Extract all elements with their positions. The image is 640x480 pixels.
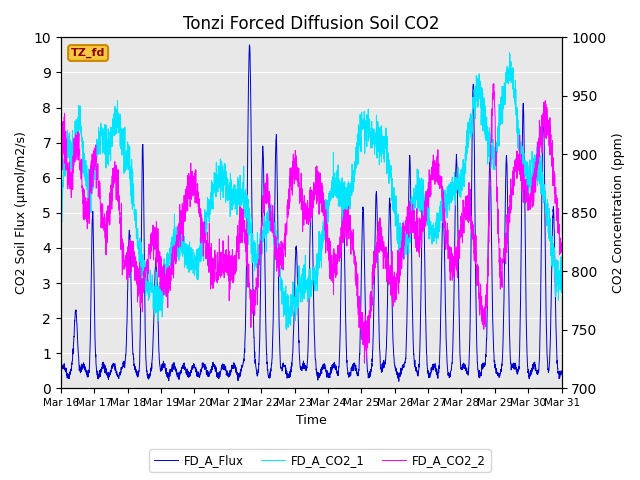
FD_A_CO2_1 [57, 218, 65, 224]
FD_A_Flux [395, 378, 403, 384]
FD_A_CO2_2 [271, 240, 278, 245]
FD_A_CO2_2 [360, 360, 368, 366]
FD_A_CO2_1 [494, 139, 502, 145]
Legend: FD_A_Flux, FD_A_CO2_1, FD_A_CO2_2: FD_A_Flux, FD_A_CO2_1, FD_A_CO2_2 [149, 449, 491, 472]
FD_A_Flux [271, 201, 278, 207]
Y-axis label: CO2 Soil Flux (μmol/m2/s): CO2 Soil Flux (μmol/m2/s) [15, 132, 28, 294]
FD_A_CO2_2 [490, 81, 498, 86]
FD_A_CO2_2 [249, 305, 257, 311]
FD_A_CO2_1 [114, 120, 122, 125]
FD_A_Flux [57, 367, 65, 373]
FD_A_CO2_1 [283, 327, 291, 333]
FD_A_CO2_2 [557, 240, 565, 246]
FD_A_Flux [114, 372, 122, 378]
X-axis label: Time: Time [296, 414, 326, 427]
Line: FD_A_CO2_2: FD_A_CO2_2 [61, 84, 561, 363]
FD_A_CO2_2 [114, 199, 122, 204]
FD_A_CO2_1 [557, 272, 565, 277]
FD_A_Flux [246, 42, 253, 48]
FD_A_Flux [249, 300, 257, 305]
FD_A_CO2_2 [144, 278, 152, 284]
FD_A_CO2_1 [548, 255, 556, 261]
FD_A_CO2_2 [548, 146, 556, 152]
Line: FD_A_Flux: FD_A_Flux [61, 45, 561, 381]
FD_A_Flux [144, 375, 152, 381]
FD_A_CO2_2 [57, 164, 65, 169]
FD_A_CO2_1 [506, 49, 513, 55]
Text: TZ_fd: TZ_fd [71, 48, 106, 58]
FD_A_CO2_1 [271, 227, 278, 232]
FD_A_Flux [557, 368, 565, 374]
FD_A_CO2_1 [144, 290, 152, 296]
FD_A_CO2_2 [494, 230, 502, 236]
FD_A_Flux [494, 370, 502, 376]
Title: Tonzi Forced Diffusion Soil CO2: Tonzi Forced Diffusion Soil CO2 [183, 15, 440, 33]
FD_A_CO2_1 [249, 240, 257, 245]
Y-axis label: CO2 Concentration (ppm): CO2 Concentration (ppm) [612, 132, 625, 293]
Line: FD_A_CO2_1: FD_A_CO2_1 [61, 52, 561, 330]
FD_A_Flux [548, 242, 556, 248]
